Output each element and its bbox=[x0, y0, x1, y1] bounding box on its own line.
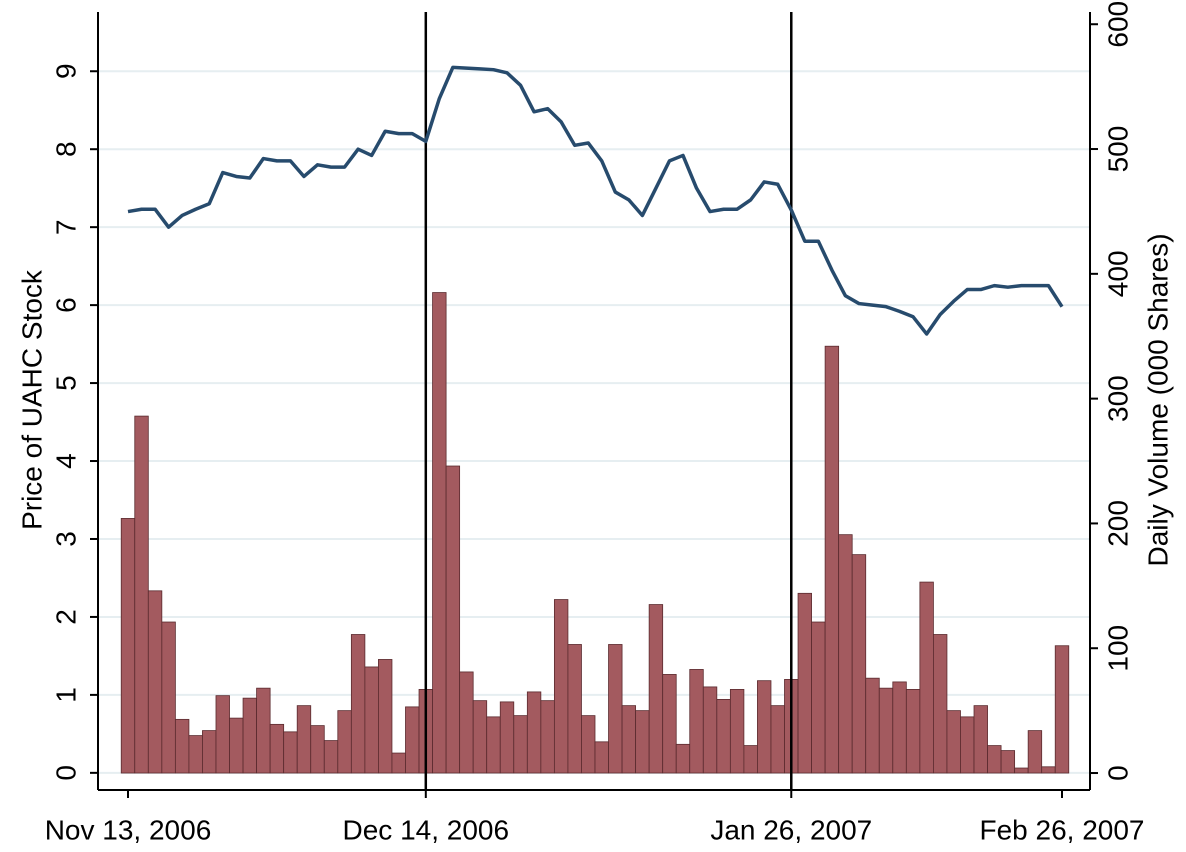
bar bbox=[621, 705, 637, 774]
bar bbox=[269, 723, 285, 774]
bar bbox=[1041, 766, 1056, 774]
bar bbox=[337, 710, 352, 774]
bar bbox=[283, 731, 298, 774]
price-line bbox=[127, 65, 1064, 336]
y-axis-title: Price of UAHC Stock bbox=[16, 269, 47, 530]
bar bbox=[120, 518, 136, 774]
bar bbox=[486, 716, 501, 774]
bar bbox=[174, 718, 190, 774]
bar bbox=[702, 686, 718, 774]
bar bbox=[215, 695, 230, 774]
bar bbox=[513, 715, 528, 774]
bar bbox=[581, 715, 596, 774]
bar bbox=[499, 701, 515, 774]
bar bbox=[729, 689, 745, 774]
bar bbox=[242, 697, 257, 774]
bar bbox=[689, 669, 704, 774]
bar bbox=[662, 674, 677, 774]
y-tick-label: 8 bbox=[50, 141, 81, 157]
bar bbox=[973, 705, 988, 774]
x-tick-label: Nov 13, 2006 bbox=[45, 814, 212, 845]
bar bbox=[851, 554, 867, 774]
bar bbox=[350, 634, 366, 774]
bar bbox=[1000, 750, 1016, 774]
bar bbox=[459, 671, 474, 774]
bar bbox=[797, 592, 812, 774]
y-tick-label: 1 bbox=[50, 687, 81, 703]
y2-tick-label: 200 bbox=[1102, 500, 1133, 547]
bar bbox=[594, 741, 609, 774]
bar bbox=[1014, 767, 1029, 774]
x-tick-label: Dec 14, 2006 bbox=[343, 814, 510, 845]
bar bbox=[472, 700, 488, 774]
bar bbox=[757, 680, 772, 774]
x-tick-label: Feb 26, 2007 bbox=[979, 814, 1144, 845]
y2-tick-label: 600 bbox=[1102, 1, 1133, 48]
y-tick-label: 5 bbox=[50, 375, 81, 391]
y2-tick-label: 0 bbox=[1102, 765, 1133, 781]
bar bbox=[405, 706, 420, 774]
bar bbox=[987, 745, 1002, 774]
bar bbox=[147, 590, 163, 774]
bar bbox=[933, 634, 948, 774]
y-tick-label: 2 bbox=[50, 609, 81, 625]
bar bbox=[946, 710, 961, 774]
y-tick-label: 3 bbox=[50, 531, 81, 547]
y-tick-label: 0 bbox=[50, 765, 81, 781]
y2-tick-label: 300 bbox=[1102, 375, 1133, 422]
bar bbox=[743, 745, 758, 774]
y-tick-label: 7 bbox=[50, 219, 81, 235]
bar bbox=[878, 687, 894, 774]
bar bbox=[134, 415, 149, 774]
bar bbox=[323, 740, 339, 774]
bar bbox=[391, 752, 406, 774]
bar bbox=[865, 677, 880, 774]
bar bbox=[892, 681, 907, 774]
bar bbox=[202, 730, 217, 774]
bar bbox=[310, 725, 325, 774]
bar bbox=[567, 644, 582, 774]
bar bbox=[364, 666, 379, 774]
y2-axis-title: Daily Volume (000 Shares) bbox=[1142, 233, 1173, 566]
bar bbox=[635, 710, 650, 774]
bar bbox=[824, 345, 840, 774]
bar bbox=[188, 735, 203, 774]
bar bbox=[229, 717, 244, 774]
y2-tick-label: 400 bbox=[1102, 250, 1133, 297]
bar bbox=[161, 621, 176, 774]
bar bbox=[919, 581, 934, 774]
bar bbox=[608, 644, 623, 774]
bar bbox=[1027, 730, 1043, 774]
y2-tick-label: 100 bbox=[1102, 625, 1133, 672]
bar bbox=[445, 465, 461, 774]
bar bbox=[811, 621, 826, 774]
bar bbox=[256, 687, 271, 774]
bar bbox=[675, 743, 691, 774]
bar bbox=[378, 659, 393, 774]
bar bbox=[432, 292, 447, 774]
bar bbox=[1054, 645, 1070, 774]
bar bbox=[540, 700, 555, 774]
bar bbox=[960, 716, 975, 774]
y2-tick-label: 500 bbox=[1102, 126, 1133, 173]
bar bbox=[716, 698, 731, 774]
bar bbox=[296, 705, 312, 774]
bar bbox=[905, 689, 921, 774]
bar bbox=[553, 599, 569, 774]
y-tick-label: 6 bbox=[50, 297, 81, 313]
bar bbox=[770, 705, 785, 774]
x-tick-label: Jan 26, 2007 bbox=[710, 814, 872, 845]
bar bbox=[838, 534, 853, 774]
y-tick-label: 9 bbox=[50, 63, 81, 79]
y-tick-label: 4 bbox=[50, 453, 81, 469]
bar bbox=[648, 604, 664, 774]
bar bbox=[526, 691, 542, 774]
